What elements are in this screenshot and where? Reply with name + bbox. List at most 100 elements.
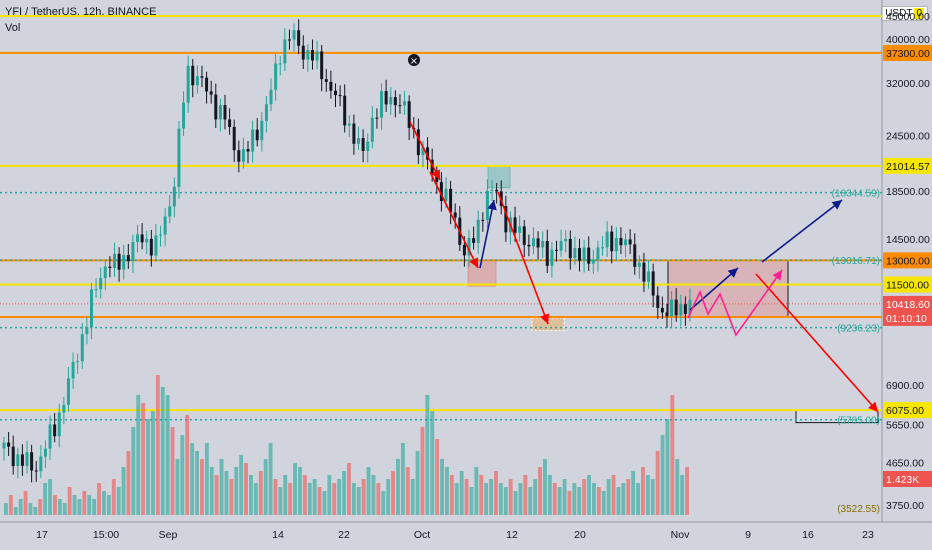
volume-tag: 1.423K: [886, 474, 919, 486]
candle-body: [34, 470, 38, 472]
volume-bar: [307, 483, 312, 515]
pink-zigzag: [687, 269, 783, 337]
volume-bar: [582, 479, 587, 515]
volume-bar: [204, 443, 209, 515]
volume-bar: [268, 443, 273, 515]
candle-body: [522, 226, 526, 245]
volume-bar: [498, 483, 503, 515]
volume-bar: [121, 467, 126, 515]
level-tag-2: 21014.57: [886, 161, 930, 173]
candle-body: [39, 456, 43, 472]
volume-bar: [23, 491, 28, 515]
volume-bar: [38, 499, 43, 515]
close-icon: [408, 54, 420, 66]
level-tag-bg-1: [883, 44, 932, 61]
volume-bar: [185, 415, 190, 515]
candle-body: [274, 63, 278, 90]
candle-body: [357, 138, 361, 144]
volume-bar: [92, 499, 97, 515]
candle-body: [57, 412, 61, 437]
candle-body: [228, 119, 232, 127]
volume-bar: [425, 395, 430, 515]
volume-bar: [116, 487, 121, 515]
volume-bar: [288, 483, 293, 515]
volume-bar: [342, 471, 346, 515]
volume-bar: [351, 483, 356, 515]
candle-body: [605, 231, 609, 248]
volume-bar: [675, 459, 680, 515]
volume-bar: [440, 459, 444, 515]
volume-bar: [155, 375, 160, 515]
volume-bar: [665, 419, 670, 515]
volume-bar: [435, 439, 440, 515]
candle-body: [453, 212, 457, 218]
volume-bar: [592, 483, 596, 515]
volume-indicator-label[interactable]: Vol: [5, 22, 21, 34]
level-tag-6: 6075.00: [886, 405, 924, 417]
candle-body: [347, 123, 351, 126]
candle-body: [209, 91, 213, 95]
volume-bar: [621, 483, 626, 515]
volume-bar: [165, 395, 170, 515]
dotted-level-label-0: (18344.59): [832, 189, 880, 200]
x-tick-label: 12: [506, 529, 518, 541]
y-tick-label: 40000.00: [886, 34, 930, 46]
candle-body: [71, 361, 75, 379]
candle-body: [2, 442, 6, 449]
candle-body: [195, 76, 199, 86]
volume-bar: [337, 479, 342, 515]
volume-bar: [410, 479, 415, 515]
volume-bar: [513, 491, 518, 515]
candle-body: [7, 442, 11, 447]
candle-body: [504, 206, 508, 233]
candle-body: [554, 249, 558, 251]
target-box: [531, 317, 565, 332]
volume-bar: [253, 483, 258, 515]
volume-bar: [552, 483, 557, 515]
volume-bar: [131, 427, 136, 515]
candle-body: [122, 255, 126, 270]
candle-body: [541, 241, 545, 248]
candle-body: [320, 51, 324, 80]
y-tick-label: 5650.00: [886, 419, 924, 431]
candle-body: [467, 238, 471, 256]
volume-bar: [543, 459, 547, 515]
volume-bar: [224, 471, 229, 515]
volume-bar: [645, 475, 650, 515]
candle-body: [550, 249, 554, 266]
candle-body: [264, 104, 268, 121]
x-tick-label: 14: [272, 529, 284, 541]
x-tick-label: 15:00: [93, 529, 119, 541]
volume-bar: [523, 475, 528, 515]
level-tag-bg-4: [883, 276, 932, 293]
candle-body: [462, 244, 466, 256]
candle-body: [159, 234, 163, 236]
volume-bar: [298, 467, 302, 515]
volume-bar: [312, 479, 317, 515]
y-tick-label: 18500.00: [886, 186, 930, 198]
volume-bar: [641, 467, 645, 515]
candle-body: [329, 81, 333, 91]
red-arrow-1: [409, 121, 441, 181]
volume-bar: [464, 479, 469, 515]
volume-bar: [97, 483, 101, 515]
candle-body: [683, 304, 687, 314]
candle-body: [513, 217, 517, 233]
candle-body: [66, 378, 70, 405]
candle-body: [587, 247, 591, 264]
volume-bar: [430, 411, 435, 515]
candle-body: [439, 181, 443, 202]
volume-bar: [273, 479, 278, 515]
volume-bar: [508, 479, 513, 515]
volume-bar: [459, 471, 464, 515]
candle-body: [430, 159, 434, 174]
candle-body: [136, 234, 140, 243]
candle-body: [154, 235, 158, 256]
currency-selector[interactable]: USDT 0: [881, 6, 928, 21]
candle-body: [481, 219, 485, 221]
candle-body: [324, 79, 328, 82]
volume-bar: [77, 499, 82, 515]
candle-body: [168, 206, 172, 217]
candle-body: [85, 327, 89, 335]
